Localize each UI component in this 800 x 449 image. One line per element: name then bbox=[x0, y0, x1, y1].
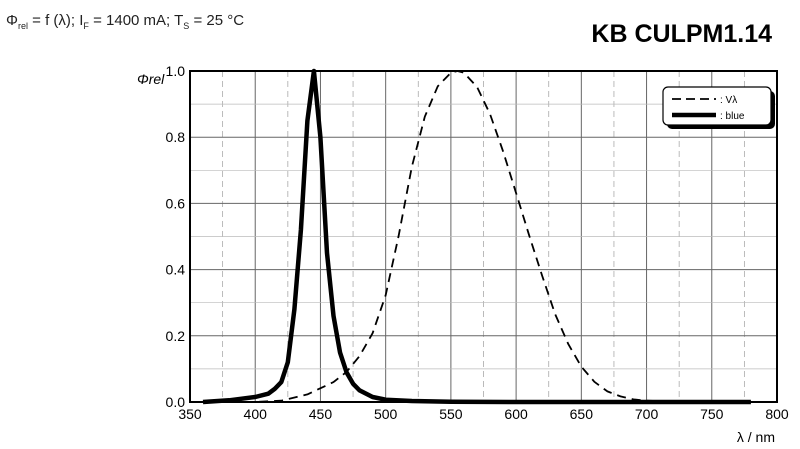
cond-text-2: = 1400 mA; T bbox=[88, 12, 184, 29]
x-tick-label: 650 bbox=[570, 406, 594, 422]
legend-label: : Vλ bbox=[720, 95, 737, 106]
y-tick-label: 0.0 bbox=[166, 394, 186, 410]
x-tick-label: 800 bbox=[765, 406, 789, 422]
x-tick-label: 750 bbox=[700, 406, 724, 422]
y-tick-label: 0.4 bbox=[166, 262, 186, 278]
sub-f: F bbox=[83, 21, 89, 31]
y-axis-label: Φrel bbox=[137, 71, 165, 87]
y-tick-label: 0.6 bbox=[166, 195, 186, 211]
x-tick-label: 450 bbox=[309, 406, 333, 422]
sub-rel: rel bbox=[17, 21, 28, 31]
y-tick-label: 0.8 bbox=[166, 129, 186, 145]
product-name: KB CULPM1.14 bbox=[591, 20, 772, 48]
phi-symbol: Φ bbox=[6, 12, 18, 29]
legend-box bbox=[662, 86, 772, 126]
x-tick-label: 500 bbox=[374, 406, 398, 422]
x-tick-label: 550 bbox=[439, 406, 463, 422]
legend-label: : blue bbox=[720, 111, 745, 122]
measurement-conditions: Φrel = f (λ); IF = 1400 mA; TS = 25 °C bbox=[6, 12, 244, 31]
sub-s: S bbox=[183, 21, 190, 31]
x-tick-label: 700 bbox=[635, 406, 659, 422]
x-tick-label: 600 bbox=[504, 406, 528, 422]
series-line-1 bbox=[202, 68, 751, 405]
y-tick-label: 0.2 bbox=[166, 328, 186, 344]
x-axis-label: λ / nm bbox=[737, 429, 775, 445]
y-tick-label: 1.0 bbox=[166, 63, 186, 79]
x-tick-label: 350 bbox=[178, 406, 202, 422]
cond-text-3: = 25 °C bbox=[189, 12, 245, 29]
x-tick-label: 400 bbox=[244, 406, 268, 422]
cond-text-1: = f (λ); I bbox=[27, 12, 84, 29]
